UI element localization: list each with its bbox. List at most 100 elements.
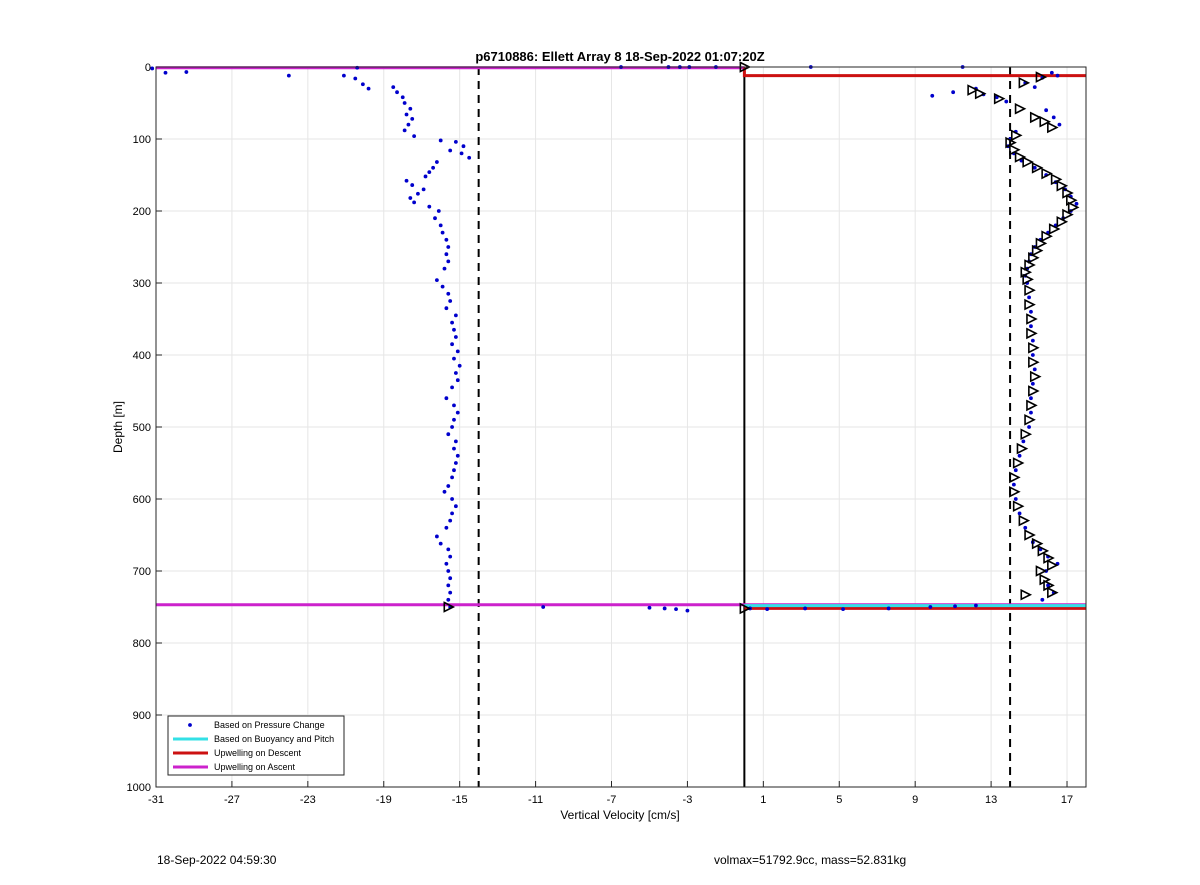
triangle-marker xyxy=(1050,173,1063,186)
velocity-point xyxy=(930,93,935,98)
velocity-point xyxy=(423,174,428,179)
footer-timestamp: 18-Sep-2022 04:59:30 xyxy=(157,853,277,867)
velocity-point xyxy=(1046,583,1050,588)
velocity-point xyxy=(452,417,456,422)
velocity-point xyxy=(444,525,449,530)
velocity-point xyxy=(448,554,453,559)
triangle-marker xyxy=(1028,342,1040,354)
velocity-point xyxy=(1027,295,1031,300)
velocity-point xyxy=(1017,511,1022,516)
triangle-marker xyxy=(967,84,979,96)
y-tick-label: 800 xyxy=(133,638,151,650)
triangle-marker xyxy=(1026,399,1038,412)
velocity-point xyxy=(452,446,456,451)
velocity-point xyxy=(459,151,464,156)
velocity-point xyxy=(1021,439,1026,444)
triangle-marker xyxy=(1014,102,1027,115)
triangle-marker xyxy=(1018,514,1031,527)
triangle-marker xyxy=(1024,284,1036,296)
velocity-point xyxy=(453,461,458,465)
triangle-marker xyxy=(1047,559,1059,572)
velocity-point xyxy=(1011,482,1016,487)
velocity-point xyxy=(446,291,451,296)
velocity-point xyxy=(436,209,441,213)
velocity-point xyxy=(928,605,933,609)
triangle-marker xyxy=(1010,129,1023,142)
velocity-point xyxy=(444,252,449,257)
triangle-marker xyxy=(1047,586,1059,599)
velocity-point xyxy=(286,73,291,78)
triangle-marker xyxy=(1024,529,1036,541)
velocity-point xyxy=(841,607,845,612)
x-tick-label: 17 xyxy=(1061,794,1073,806)
velocity-point xyxy=(412,134,417,139)
velocity-point xyxy=(360,82,365,87)
velocity-point xyxy=(184,70,189,74)
y-tick-label: 100 xyxy=(133,134,151,146)
x-tick-label: -23 xyxy=(300,794,316,806)
velocity-point xyxy=(448,518,453,523)
velocity-point xyxy=(886,606,891,611)
x-tick-label: -31 xyxy=(148,794,164,806)
velocity-point xyxy=(541,605,546,609)
velocity-point xyxy=(446,597,451,602)
velocity-point xyxy=(163,70,168,75)
x-tick-label: 9 xyxy=(912,794,918,806)
velocity-point xyxy=(440,230,445,235)
velocity-point xyxy=(434,278,439,283)
velocity-point xyxy=(410,183,415,187)
y-tick-label: 700 xyxy=(133,566,151,578)
velocity-point xyxy=(953,604,957,609)
velocity-point xyxy=(685,608,690,613)
velocity-point xyxy=(1029,410,1033,415)
velocity-point xyxy=(446,484,451,488)
velocity-point xyxy=(453,504,458,509)
triangle-marker xyxy=(1029,370,1042,383)
triangle-marker xyxy=(1031,244,1044,257)
triangle-marker xyxy=(1062,208,1074,221)
velocity-point xyxy=(391,85,396,90)
velocity-point xyxy=(765,607,770,612)
velocity-point xyxy=(455,453,460,458)
x-axis-label: Vertical Velocity [cm/s] xyxy=(560,808,679,822)
velocity-point xyxy=(1017,453,1022,458)
velocity-point xyxy=(438,138,443,143)
velocity-point xyxy=(450,475,454,480)
velocity-point xyxy=(452,403,456,408)
velocity-point xyxy=(416,191,420,196)
velocity-point xyxy=(1023,525,1028,530)
chart-title: p6710886: Ellett Array 8 18-Sep-2022 01:… xyxy=(475,49,764,64)
velocity-point xyxy=(448,590,453,595)
velocity-point xyxy=(433,216,437,221)
velocity-point xyxy=(341,73,346,78)
axis-ticks: -31 -27 -23 -19 -15 -11 -7 -3 1 5 9 13 1701002003004… xyxy=(127,62,1074,806)
velocity-point xyxy=(412,200,417,205)
triangle-marker xyxy=(1067,201,1080,214)
triangle-marker xyxy=(1029,111,1042,124)
velocity-point xyxy=(444,237,449,242)
triangle-marker xyxy=(1048,223,1061,235)
triangle-marker xyxy=(1041,230,1053,242)
triangle-marker xyxy=(1056,216,1069,228)
velocity-point xyxy=(1032,367,1037,372)
footer-info: volmax=51792.9cc, mass=52.831kg xyxy=(714,853,907,867)
velocity-point xyxy=(434,160,439,164)
velocity-point xyxy=(440,284,445,289)
velocity-point xyxy=(431,165,436,170)
velocity-point xyxy=(402,128,407,133)
velocity-point xyxy=(402,101,407,105)
reference-lines xyxy=(477,67,1012,787)
velocity-point xyxy=(1030,338,1035,343)
y-tick-label: 200 xyxy=(133,206,151,218)
velocity-point xyxy=(442,266,447,271)
velocity-point xyxy=(1051,115,1056,120)
y-tick-label: 900 xyxy=(133,710,151,722)
velocity-point xyxy=(1004,99,1009,104)
y-axis-label: Depth [m] xyxy=(111,401,125,453)
triangle-marker xyxy=(1009,486,1021,498)
velocity-point xyxy=(1029,396,1033,401)
triangle-marker xyxy=(1056,180,1069,192)
x-tick-label: -11 xyxy=(528,794,543,806)
velocity-point xyxy=(150,66,155,71)
velocity-point xyxy=(427,204,432,209)
